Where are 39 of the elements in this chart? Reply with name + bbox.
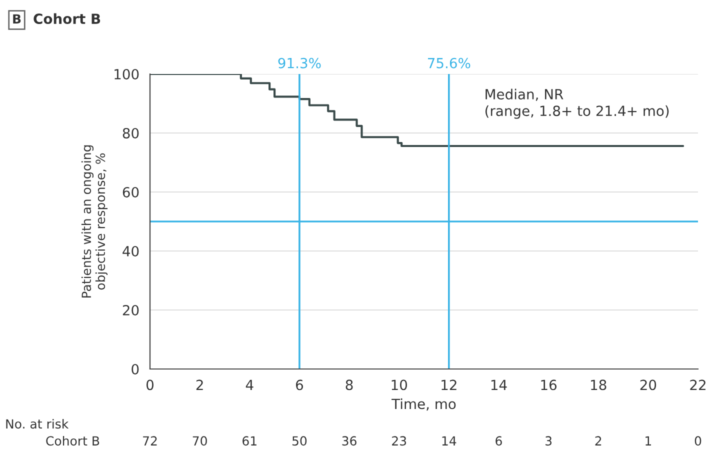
x-tick-label: 22 bbox=[690, 380, 706, 390]
text: 36 bbox=[342, 436, 356, 446]
x-tick-label: 6 bbox=[296, 380, 303, 390]
text: No. at risk bbox=[6, 418, 69, 429]
text: 61 bbox=[242, 436, 256, 446]
x-tick-label: 14 bbox=[491, 380, 507, 390]
x-tick-label: 8 bbox=[346, 380, 353, 390]
y-tick-label: 0 bbox=[132, 364, 139, 374]
text: 70 bbox=[192, 436, 207, 446]
text: Cohort B bbox=[46, 436, 100, 446]
annotation: Median, NR (range, 1.8+ to 21.4+ mo) bbox=[485, 88, 669, 119]
x-tick-label: 16 bbox=[541, 380, 557, 390]
y-tick-label: 60 bbox=[122, 186, 139, 198]
x-tick-label: 20 bbox=[640, 380, 656, 390]
y-tick-label: 100 bbox=[114, 68, 139, 80]
text: 2 bbox=[595, 436, 602, 446]
y-tick-label: 40 bbox=[122, 246, 139, 256]
text: 75.6% bbox=[428, 58, 470, 68]
text: 23 bbox=[392, 436, 406, 446]
text: 14 bbox=[442, 436, 456, 446]
text: 6 bbox=[496, 436, 502, 446]
x-tick-label: 12 bbox=[442, 380, 456, 390]
x-axis-title: Time, mo bbox=[392, 398, 456, 411]
x-tick-label: 10 bbox=[392, 380, 408, 390]
chart-subtitle: Cohort B bbox=[34, 13, 100, 24]
text: 0 bbox=[694, 436, 702, 446]
x-tick-label: 18 bbox=[591, 380, 606, 390]
text: 3 bbox=[546, 436, 552, 446]
text: B bbox=[13, 14, 21, 24]
y-axis-title: Patients with an ongoing objective response, % bbox=[81, 145, 108, 298]
y-tick-label: 20 bbox=[122, 304, 139, 316]
x-tick-label: 2 bbox=[196, 380, 203, 390]
x-tick-label: 4 bbox=[246, 380, 254, 390]
text: 91.3% bbox=[278, 58, 321, 68]
x-tick-label: 0 bbox=[146, 380, 154, 390]
y-tick-label: 80 bbox=[122, 128, 139, 138]
text: 72 bbox=[143, 436, 157, 446]
text: 50 bbox=[292, 436, 307, 446]
text: 1 bbox=[646, 436, 652, 446]
